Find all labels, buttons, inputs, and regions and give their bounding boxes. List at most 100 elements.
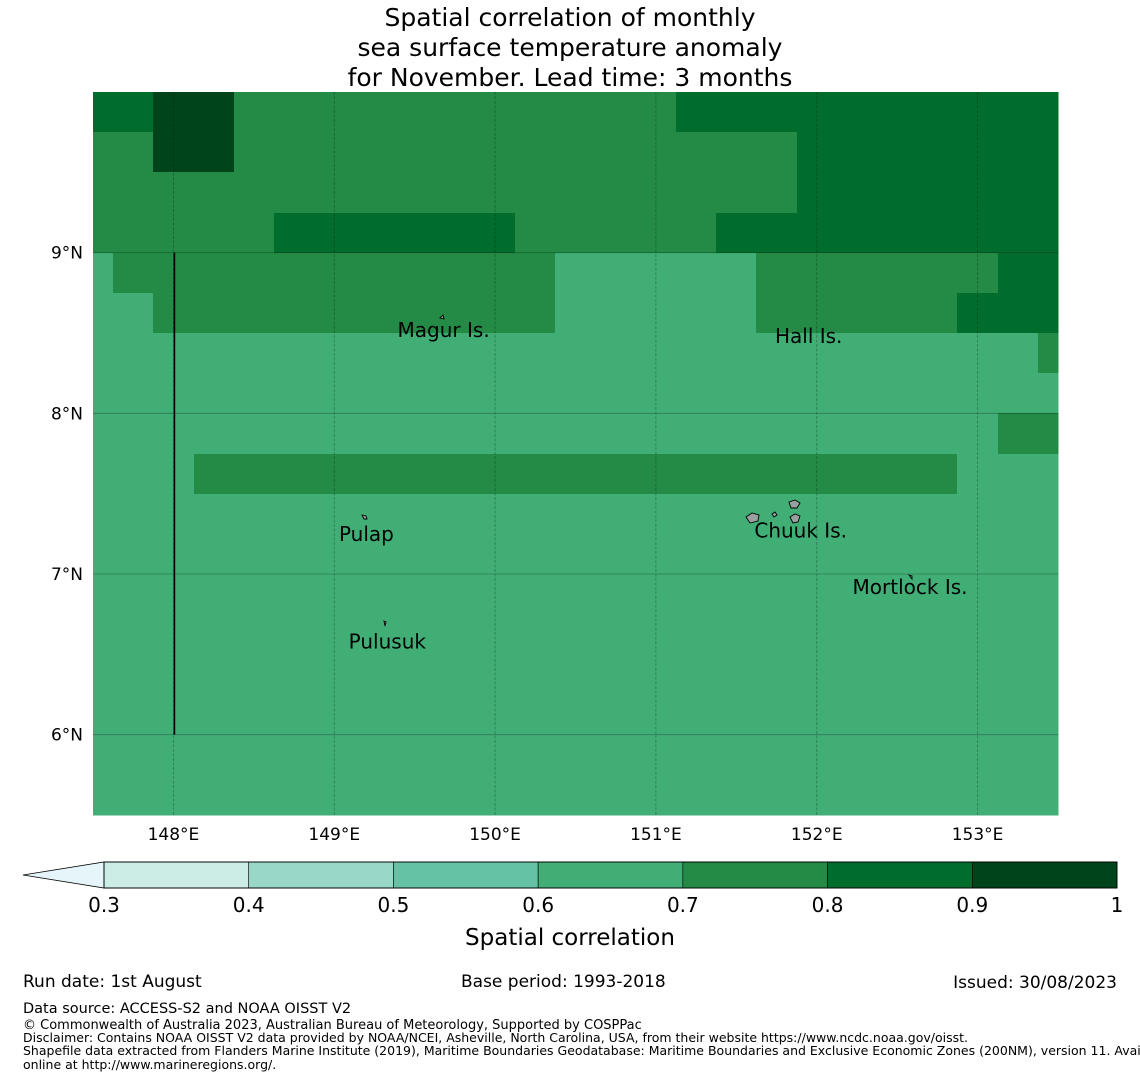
heatmap-cell (555, 373, 597, 414)
heatmap-cell (756, 614, 798, 655)
heatmap-cell (676, 574, 717, 615)
heatmap-cell (716, 654, 757, 696)
heatmap-cell (194, 253, 235, 294)
heatmap-cell (354, 92, 396, 133)
heatmap-cell (756, 775, 798, 816)
heatmap-cell (113, 695, 154, 736)
heatmap-cell (676, 695, 717, 736)
heatmap-cell (716, 454, 757, 495)
heatmap-cell (1038, 213, 1059, 254)
heatmap-cell (194, 413, 235, 455)
heatmap-cell (274, 413, 315, 455)
heatmap-cell (797, 373, 838, 414)
heatmap-cell (515, 333, 556, 374)
heatmap-cell (234, 534, 275, 575)
heatmap-cell (395, 373, 436, 414)
heatmap-cell (435, 132, 476, 173)
heatmap-cell (636, 132, 677, 173)
heatmap-cell (555, 654, 597, 696)
heatmap-cell (435, 534, 476, 575)
heatmap-cell (234, 172, 275, 214)
heatmap-cell (194, 92, 235, 133)
chart-title-line-2: sea surface temperature anomaly (357, 33, 783, 62)
heatmap-cell (274, 172, 315, 214)
island-shape (439, 314, 445, 320)
heatmap-cell (234, 413, 275, 455)
heatmap-cell (1038, 494, 1059, 535)
x-tick-label: 153°E (952, 825, 1004, 845)
disclaimer: Disclaimer: Contains NOAA OISST V2 data … (23, 1030, 968, 1045)
heatmap-cell (596, 494, 637, 535)
heatmap-cell (395, 534, 436, 575)
heatmap-cell (555, 413, 597, 455)
heatmap-cell (877, 253, 918, 294)
x-tick-label: 149°E (308, 825, 360, 845)
heatmap-cell (354, 574, 396, 615)
heatmap-cell (1038, 413, 1059, 455)
heatmap-cell (998, 413, 1039, 455)
heatmap-cell (957, 735, 999, 776)
heatmap-cell (797, 574, 838, 615)
heatmap-cell (917, 293, 958, 334)
heatmap-cell (957, 172, 999, 214)
heatmap-cell (435, 92, 476, 133)
heatmap-cell (636, 735, 677, 776)
heatmap-cell (998, 253, 1039, 294)
heatmap-cell (395, 253, 436, 294)
colorbar-segment (682, 861, 828, 889)
x-tick-label: 151°E (630, 825, 682, 845)
y-tick-label: 7°N (51, 565, 83, 585)
heatmap-cell (515, 373, 556, 414)
heatmap-cell (354, 213, 396, 254)
heatmap-cell (957, 293, 999, 334)
heatmap-cell (314, 132, 355, 173)
heatmap-cell (475, 253, 516, 294)
heatmap-cell (194, 213, 235, 254)
heatmap-cell (93, 654, 114, 696)
heatmap-cell (998, 454, 1039, 495)
heatmap-cell (917, 213, 958, 254)
heatmap-cell (676, 735, 717, 776)
heatmap-cell (435, 494, 476, 535)
heatmap-cells (93, 92, 1059, 816)
heatmap-cell (957, 213, 999, 254)
heatmap-cell (998, 213, 1039, 254)
heatmap-cell (555, 735, 597, 776)
heatmap-cell (274, 333, 315, 374)
shapefile-credit-line-1: Shapefile data extracted from Flanders M… (23, 1043, 1140, 1058)
heatmap-cell (113, 574, 154, 615)
heatmap-cell (314, 293, 355, 334)
heatmap-cell (797, 92, 838, 133)
y-tick-label: 8°N (51, 404, 83, 424)
heatmap-cell (756, 92, 798, 133)
heatmap-cell (113, 92, 154, 133)
colorbar-tick-label: 0.3 (88, 893, 120, 917)
island-shape (788, 499, 801, 509)
heatmap-cell (153, 132, 195, 173)
island-shape (907, 574, 913, 581)
heatmap-cell (1038, 735, 1059, 776)
heatmap-cell (194, 494, 235, 535)
heatmap-cell (917, 132, 958, 173)
heatmap-cell (515, 735, 556, 776)
heatmap-cell (515, 534, 556, 575)
heatmap-cell (877, 614, 918, 655)
heatmap-cell (636, 213, 677, 254)
heatmap-cell (716, 92, 757, 133)
heatmap-cell (475, 92, 516, 133)
heatmap-cell (837, 413, 878, 455)
heatmap-cell (194, 333, 235, 374)
heatmap-cell (515, 253, 556, 294)
heatmap-cell (596, 454, 637, 495)
heatmap-cell (636, 373, 677, 414)
heatmap-cell (797, 494, 838, 535)
heatmap-cell (636, 293, 677, 334)
heatmap-cell (1038, 333, 1059, 374)
heatmap-cell (194, 534, 235, 575)
heatmap-cell (917, 614, 958, 655)
heatmap-cell (93, 574, 114, 615)
chart-title-line-3: for November. Lead time: 3 months (347, 63, 793, 92)
heatmap-cell (395, 494, 436, 535)
heatmap-cell (596, 373, 637, 414)
heatmap-cell (797, 213, 838, 254)
